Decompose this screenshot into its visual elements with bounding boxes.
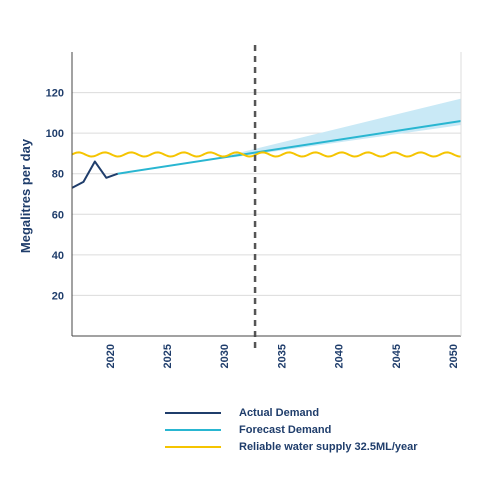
forecast-uncertainty-band	[232, 98, 461, 158]
legend-swatch-forecast-demand	[165, 428, 221, 431]
y-tick-label-40: 40	[52, 250, 64, 262]
legend-item-actual-demand: Actual Demand	[165, 404, 418, 421]
x-tick-label-2025: 2025	[162, 344, 174, 368]
series-lines	[71, 119, 462, 189]
x-tick-label-2040: 2040	[334, 344, 346, 368]
legend-label-actual-demand: Actual Demand	[239, 406, 320, 419]
y-tick-label-100: 100	[46, 128, 64, 140]
legend: Actual Demand Forecast Demand Reliable w…	[165, 404, 418, 455]
x-tick-label-2020: 2020	[105, 344, 117, 368]
series-actual-demand	[71, 160, 119, 189]
x-tick-label-2035: 2035	[276, 344, 288, 368]
x-tick-label-2030: 2030	[219, 344, 231, 368]
legend-swatch-reliable-supply	[165, 445, 221, 448]
x-tick-labels: 2020 2025 2030 2035 2040 2045 2050	[105, 344, 460, 368]
y-axis-label: Megalitres per day	[18, 138, 33, 253]
legend-swatch-actual-demand	[165, 411, 221, 414]
x-tick-label-2045: 2045	[391, 344, 403, 368]
y-tick-label-120: 120	[46, 88, 64, 100]
y-tick-label-60: 60	[52, 209, 64, 221]
legend-item-reliable-supply: Reliable water supply 32.5ML/year	[165, 438, 418, 455]
grid-lines	[72, 92, 461, 296]
series-forecast-demand	[117, 119, 462, 175]
legend-label-forecast-demand: Forecast Demand	[239, 423, 332, 436]
y-tick-label-80: 80	[52, 169, 64, 181]
x-tick-label-2050: 2050	[448, 344, 460, 368]
legend-label-reliable-supply: Reliable water supply 32.5ML/year	[239, 440, 418, 453]
series-reliable-water-supply-32-5ml-year	[71, 151, 462, 158]
axes	[71, 52, 462, 337]
uncertainty-band	[232, 98, 461, 158]
y-tick-labels: 20 40 60 80 100 120	[46, 88, 64, 303]
legend-item-forecast-demand: Forecast Demand	[165, 421, 418, 438]
y-tick-label-20: 20	[52, 290, 64, 302]
